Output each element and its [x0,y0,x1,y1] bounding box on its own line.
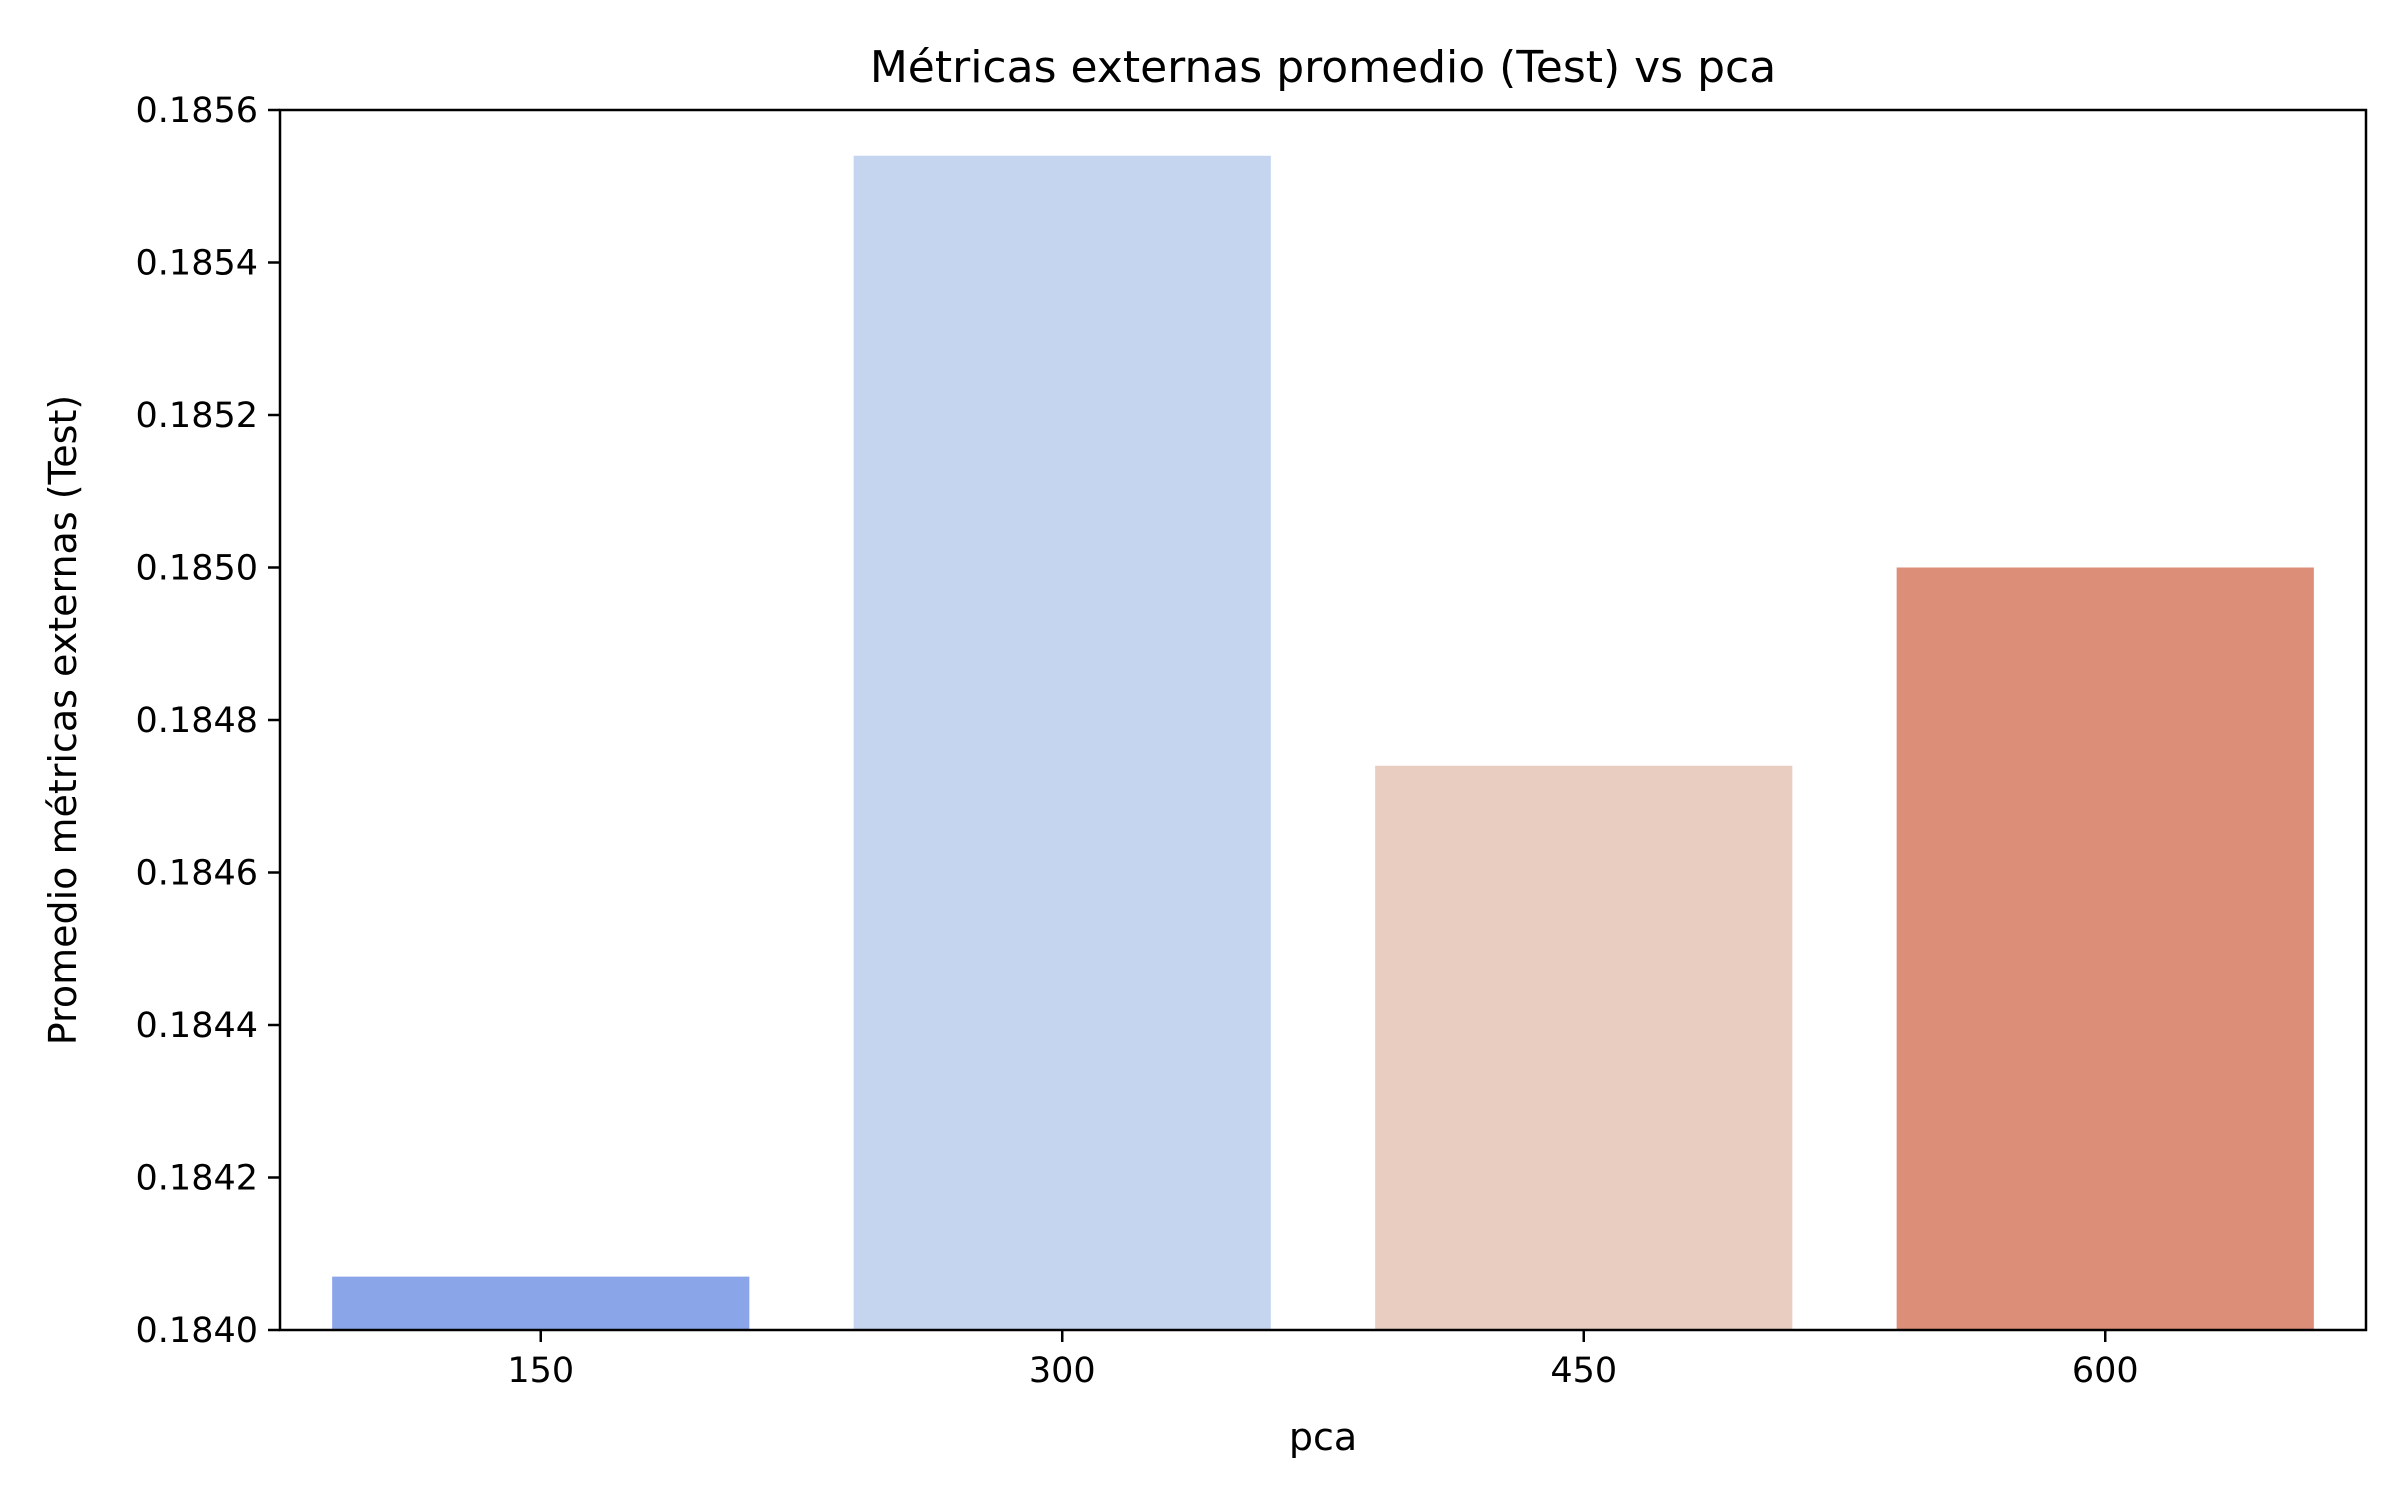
bar-600 [1896,567,2314,1330]
bar-450 [1375,765,1793,1330]
y-tick-label: 0.1852 [136,396,258,436]
x-tick-label: 150 [507,1351,574,1391]
y-tick-label: 0.1846 [136,854,258,894]
x-tick-label: 450 [1550,1351,1617,1391]
bars-group [332,155,2314,1330]
y-axis-label: Promedio métricas externas (Test) [41,395,85,1045]
chart-title: Métricas externas promedio (Test) vs pca [870,42,1776,93]
y-tick-label: 0.1854 [136,244,258,284]
plot-area-frame [278,108,2368,1332]
y-tick-label: 0.1856 [136,91,258,131]
bar-300 [853,155,1271,1330]
x-axis: 150 300 450 600 [507,1330,2139,1391]
y-tick-label: 0.1848 [136,701,258,741]
x-tick-label: 300 [1029,1351,1096,1391]
x-tick-label: 600 [2072,1351,2139,1391]
y-tick-label: 0.1840 [136,1311,258,1351]
y-axis: 0.1840 0.1842 0.1844 0.1846 0.1848 0.1850 0.18… [136,91,280,1351]
y-tick-label: 0.1844 [136,1006,258,1046]
x-axis-label: pca [1289,1415,1357,1459]
bar-150 [332,1276,750,1330]
y-tick-label: 0.1850 [136,549,258,589]
y-tick-label: 0.1842 [136,1159,258,1199]
